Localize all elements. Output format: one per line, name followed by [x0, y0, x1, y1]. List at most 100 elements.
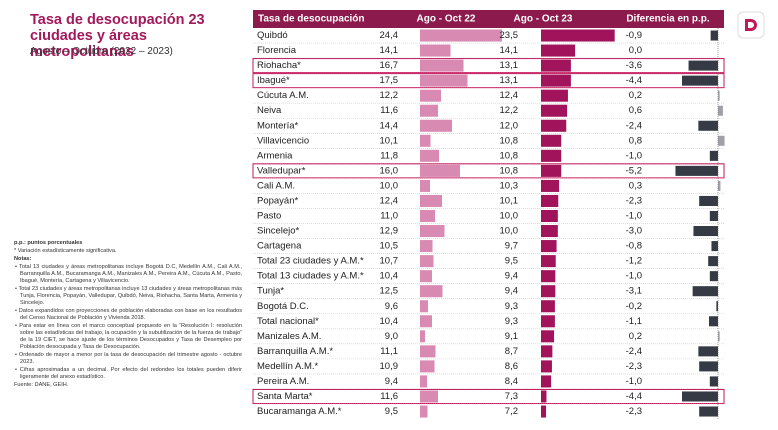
- value-label: 9,1: [505, 331, 518, 342]
- bar: [541, 255, 556, 268]
- value-label: 9,5: [385, 406, 398, 417]
- row-label: Montería*: [257, 120, 298, 131]
- value-label: 7,2: [505, 406, 518, 417]
- bar: [420, 375, 427, 388]
- value-label: 12,4: [500, 90, 519, 101]
- bar: [420, 119, 452, 132]
- row-label: Total nacional*: [257, 316, 319, 327]
- value-label: 10,9: [380, 361, 399, 372]
- row-label: Quibdó: [257, 30, 288, 41]
- value-label: 14,1: [500, 45, 519, 56]
- value-label: -3,6: [626, 60, 642, 71]
- bar: [420, 390, 438, 403]
- diff-bar: [718, 135, 725, 146]
- diff-bar: [699, 361, 718, 372]
- value-label: 24,4: [380, 30, 399, 41]
- bar: [420, 255, 434, 268]
- bar: [420, 134, 431, 147]
- bar: [420, 209, 435, 223]
- row-label: Armenia: [257, 150, 293, 161]
- value-label: -0,9: [626, 30, 642, 41]
- value-label: -1,1: [626, 316, 642, 327]
- note-heading: Notas:: [14, 256, 32, 262]
- value-label: 10,0: [380, 180, 399, 191]
- value-label: 9,4: [505, 271, 518, 282]
- diff-bar: [698, 346, 718, 357]
- value-label: 9,6: [385, 301, 398, 312]
- row-label: Popayán*: [257, 195, 299, 206]
- row-label: Valledupar*: [257, 165, 306, 176]
- bar: [541, 104, 568, 117]
- value-label: 7,3: [505, 391, 518, 402]
- note-item: • Total 13 ciudades y áreas metropolitan…: [15, 264, 242, 284]
- diff-bar: [716, 301, 718, 312]
- value-label: -5,2: [626, 165, 642, 176]
- note-item: • Total 23 ciudades y áreas metropolitan…: [15, 286, 242, 306]
- value-label: 9,4: [505, 286, 518, 297]
- value-label: 12,9: [380, 226, 399, 237]
- note: * Variación estadísticamente significati…: [14, 248, 117, 254]
- row-label: Total 13 ciudades y A.M.*: [257, 271, 364, 282]
- bar: [541, 375, 552, 388]
- logo: [745, 19, 757, 31]
- diff-bar: [708, 256, 718, 267]
- row-label: Florencia: [257, 45, 297, 56]
- value-label: 10,3: [500, 180, 519, 191]
- column-header: Tasa de desocupación: [258, 14, 365, 25]
- value-label: -3,1: [626, 286, 642, 297]
- row-label: Bogotá D.C.: [257, 301, 309, 312]
- value-label: 10,0: [500, 211, 519, 222]
- bar: [420, 270, 432, 283]
- value-label: 0,0: [629, 45, 642, 56]
- bar: [420, 44, 451, 57]
- row-label: Neiva: [257, 105, 282, 116]
- diff-bar: [710, 30, 718, 41]
- value-label: -0,8: [626, 241, 642, 252]
- row-label: Sincelejo*: [257, 226, 300, 237]
- note-item: • Cifras aproximadas a un decimal. Por e…: [15, 367, 242, 380]
- subtitle: Agosto – Octubre (2022 – 2023): [30, 46, 173, 57]
- note: p.p.: puntos porcentuales: [14, 240, 83, 246]
- bar: [541, 225, 558, 238]
- value-label: 12,2: [500, 105, 519, 116]
- bar: [420, 149, 439, 162]
- value-label: 10,8: [500, 135, 519, 146]
- bar: [420, 300, 428, 313]
- bar: [420, 194, 442, 207]
- diff-bar: [682, 75, 718, 86]
- logo-box: [737, 11, 765, 39]
- note-item: • Ordenado de mayor a menor por la tasa …: [15, 352, 242, 365]
- value-label: 0,2: [629, 331, 642, 342]
- diff-bar: [699, 195, 718, 206]
- bar: [420, 59, 464, 72]
- value-label: 12,0: [500, 120, 519, 131]
- value-label: -1,2: [626, 256, 642, 267]
- notes: p.p.: puntos porcentuales * Variación es…: [14, 240, 242, 390]
- value-label: 11,6: [380, 105, 398, 116]
- diff-bar: [709, 150, 718, 161]
- value-label: 10,8: [500, 165, 519, 176]
- row-label: Riohacha*: [257, 60, 301, 71]
- value-label: 14,1: [380, 45, 399, 56]
- value-label: -2,3: [626, 195, 642, 206]
- bar: [541, 134, 562, 147]
- diff-bar: [693, 226, 718, 237]
- value-label: 9,0: [385, 331, 398, 342]
- value-label: -2,3: [626, 406, 642, 417]
- value-label: 9,7: [505, 241, 518, 252]
- diff-bar: [692, 286, 718, 297]
- value-label: 9,3: [505, 316, 518, 327]
- value-label: 10,5: [380, 241, 399, 252]
- source: Fuente: DANE, GEIH.: [14, 382, 69, 388]
- value-label: 11,8: [380, 150, 398, 161]
- diff-bar: [698, 120, 718, 131]
- value-label: 9,4: [385, 376, 398, 387]
- bar: [541, 315, 555, 328]
- value-label: -0,2: [626, 301, 642, 312]
- bar: [420, 74, 468, 87]
- column-header: Ago - Oct 23: [514, 14, 573, 25]
- row-highlight: [252, 388, 725, 404]
- value-label: -2,4: [626, 346, 642, 357]
- value-label: -1,0: [626, 150, 642, 161]
